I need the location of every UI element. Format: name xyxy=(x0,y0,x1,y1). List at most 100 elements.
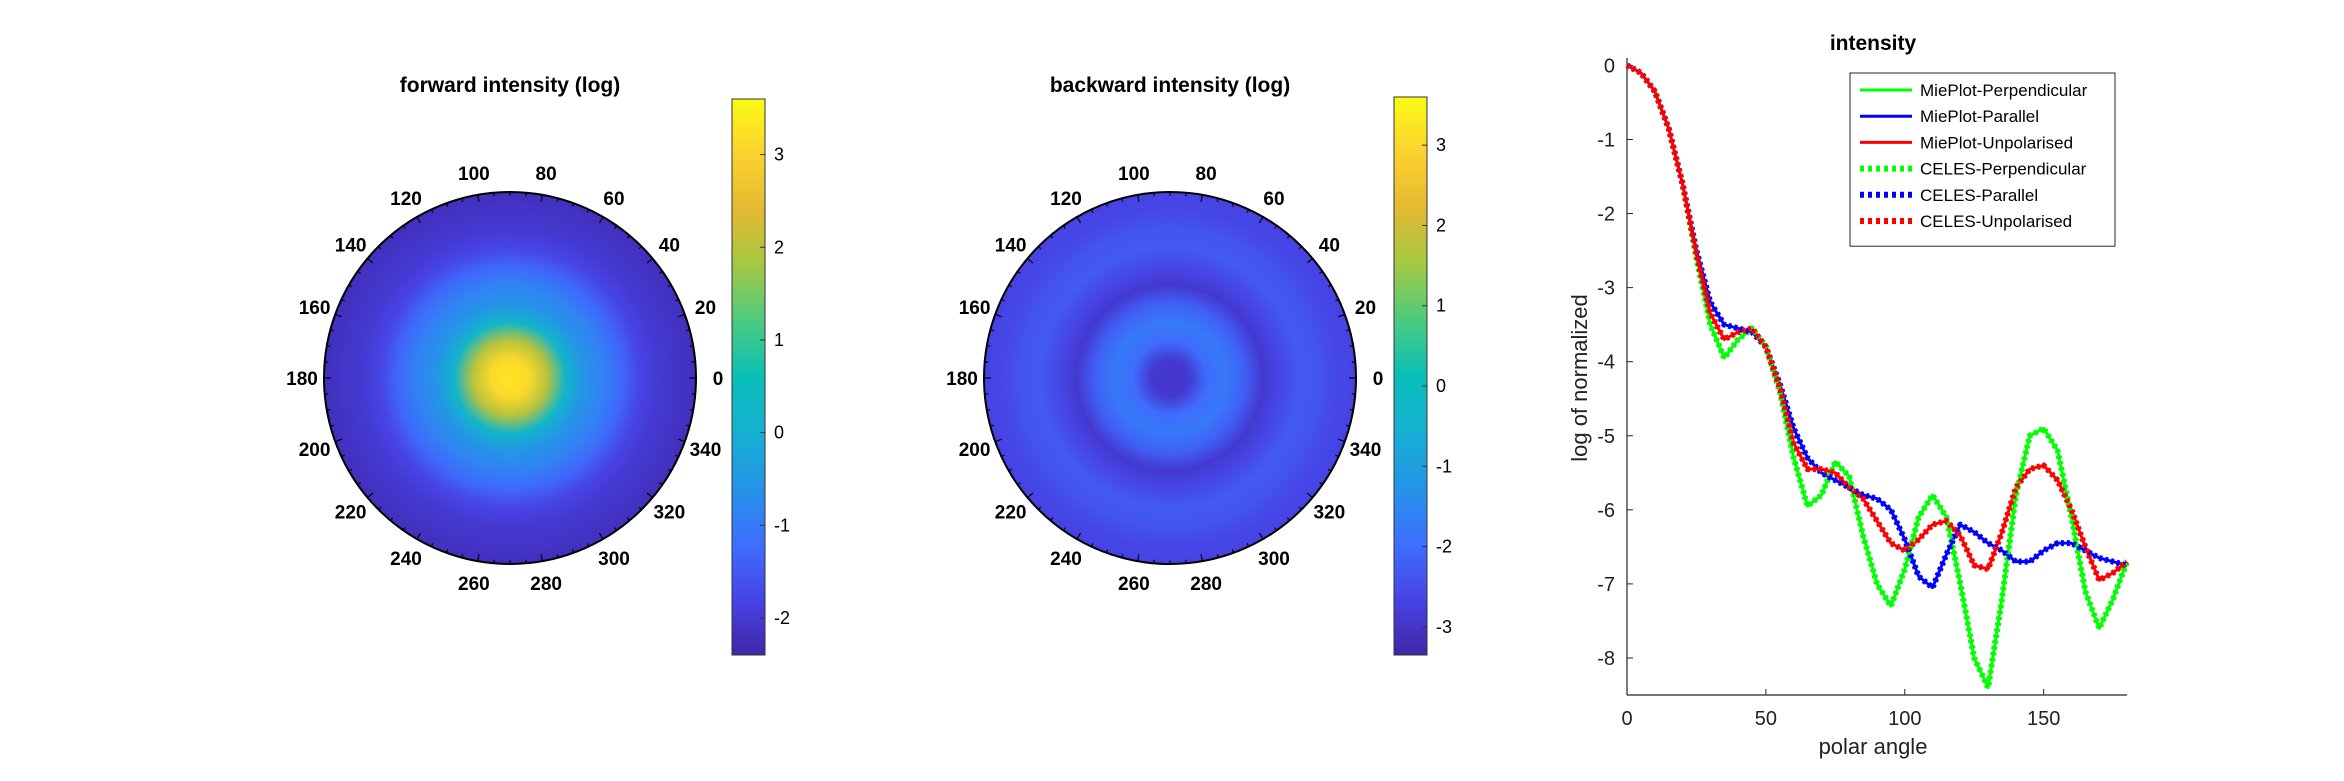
forward-angle-tick xyxy=(348,468,353,472)
forward-angle-tick xyxy=(598,216,604,224)
backward-polar-map xyxy=(984,192,1356,564)
backward-angle-tick xyxy=(1049,235,1054,239)
backward-angle-tick xyxy=(1246,209,1250,213)
forward-angle-label: 80 xyxy=(536,164,557,185)
forward-colorbar-label: -2 xyxy=(774,608,790,628)
backward-angle-label: 120 xyxy=(1050,189,1082,210)
backward-colorbar-label: -3 xyxy=(1436,617,1452,637)
forward-angle-tick xyxy=(677,438,685,443)
forward-angle-tick xyxy=(556,554,559,558)
backward-angle-tick xyxy=(1349,345,1354,347)
backward-angle-tick xyxy=(986,345,991,347)
y-tick-label: 0 xyxy=(1604,55,1615,77)
forward-title: forward intensity (log) xyxy=(400,74,621,97)
forward-angle-tick xyxy=(341,454,345,458)
backward-title: backward intensity (log) xyxy=(1050,74,1290,97)
forward-angle-tick xyxy=(367,257,374,264)
forward-angle-label: 180 xyxy=(286,369,318,390)
forward-angle-tick xyxy=(626,235,631,239)
legend-entry: MiePlot-Unpolarised xyxy=(1920,133,2073,152)
backward-angle-tick xyxy=(1038,506,1042,510)
forward-angle-label: 40 xyxy=(659,235,680,256)
backward-angle-tick xyxy=(990,424,994,427)
forward-angle-label: 100 xyxy=(458,164,490,185)
backward-angle-tick xyxy=(1286,235,1291,239)
backward-angle-tick xyxy=(1216,198,1219,202)
forward-colorbar-label: 3 xyxy=(774,145,784,165)
backward-angle-tick xyxy=(1306,492,1313,499)
backward-angle-tick xyxy=(1001,454,1005,458)
forward-angle-label: 200 xyxy=(299,440,331,461)
backward-angle-tick xyxy=(1049,517,1054,521)
forward-angle-tick xyxy=(477,194,480,202)
forward-angle-tick xyxy=(430,543,434,547)
backward-angle-label: 200 xyxy=(959,440,991,461)
forward-angle-tick xyxy=(357,270,361,274)
backward-angle-tick xyxy=(1105,203,1109,207)
forward-angle-label: 300 xyxy=(598,549,630,570)
x-tick-label: 150 xyxy=(2027,708,2060,730)
y-tick-label: -8 xyxy=(1597,648,1615,670)
backward-angle-tick xyxy=(1337,438,1345,443)
forward-angle-tick xyxy=(477,554,480,562)
forward-angle-tick xyxy=(689,345,694,347)
forward-angle-tick xyxy=(675,298,679,302)
backward-panel: backward intensity (log) 020406080100120… xyxy=(946,74,1452,656)
legend: MiePlot-Perpendicular MiePlot-Parallel Mie… xyxy=(1849,72,2116,247)
forward-angle-tick xyxy=(571,549,575,553)
backward-angle-tick xyxy=(1090,209,1094,213)
backward-angle-tick xyxy=(1008,284,1013,288)
y-axis-label: log of normalized xyxy=(1567,294,1592,462)
forward-angle-tick xyxy=(326,345,331,347)
backward-angle-tick xyxy=(1346,329,1350,332)
backward-angle-label: 60 xyxy=(1263,189,1284,210)
backward-angle-tick xyxy=(1337,313,1345,318)
backward-angle-tick xyxy=(1137,554,1140,562)
forward-angle-tick xyxy=(540,194,543,202)
legend-entry: MiePlot-Perpendicular xyxy=(1920,81,2088,100)
backward-angle-tick xyxy=(1121,554,1124,558)
backward-angle-tick xyxy=(1298,506,1302,510)
forward-angle-tick xyxy=(586,543,590,547)
legend-box xyxy=(1849,72,2116,247)
backward-angle-tick xyxy=(995,313,1003,318)
forward-angle-tick xyxy=(686,424,690,427)
backward-angle-tick xyxy=(1017,482,1021,486)
y-tick-label: -6 xyxy=(1597,500,1615,522)
x-tick-label: 100 xyxy=(1888,708,1921,730)
forward-angle-tick xyxy=(416,216,422,224)
x-tick-label: 50 xyxy=(1755,708,1777,730)
backward-angle-tick xyxy=(1200,554,1203,562)
forward-angle-tick xyxy=(646,492,653,499)
backward-angle-tick xyxy=(1121,198,1124,202)
y-tick-label: -4 xyxy=(1597,352,1615,374)
forward-angle-tick xyxy=(330,329,334,332)
forward-angle-tick xyxy=(335,313,343,318)
backward-angle-tick xyxy=(1306,257,1313,264)
backward-angle-tick xyxy=(1017,270,1021,274)
backward-angle-tick xyxy=(1335,454,1339,458)
forward-angle-tick xyxy=(445,549,449,553)
forward-angle-label: 160 xyxy=(299,298,331,319)
backward-angle-label: 140 xyxy=(995,235,1027,256)
backward-angle-tick xyxy=(986,409,991,411)
forward-angle-label: 120 xyxy=(390,189,422,210)
backward-angle-axis: 0 20 40 60 80 100 120 140 160 180 200 220 240 260 280 3… xyxy=(946,164,1383,595)
backward-angle-label: 0 xyxy=(1373,369,1384,390)
backward-colorbar-label: 0 xyxy=(1436,376,1446,396)
backward-angle-tick xyxy=(1327,284,1332,288)
forward-angle-tick xyxy=(430,209,434,213)
backward-angle-tick xyxy=(1062,527,1066,531)
backward-angle-label: 80 xyxy=(1196,164,1217,185)
forward-angle-tick xyxy=(667,284,672,288)
forward-angle-tick xyxy=(326,409,331,411)
backward-angle-tick xyxy=(1038,246,1042,250)
forward-angle-tick xyxy=(348,284,353,288)
forward-angle-tick xyxy=(571,203,575,207)
backward-angle-tick xyxy=(1200,194,1203,202)
forward-angle-tick xyxy=(389,235,394,239)
forward-angle-tick xyxy=(659,270,663,274)
forward-angle-tick xyxy=(378,246,382,250)
backward-colorbar-scale xyxy=(1393,96,1428,656)
backward-angle-label: 320 xyxy=(1313,503,1345,524)
